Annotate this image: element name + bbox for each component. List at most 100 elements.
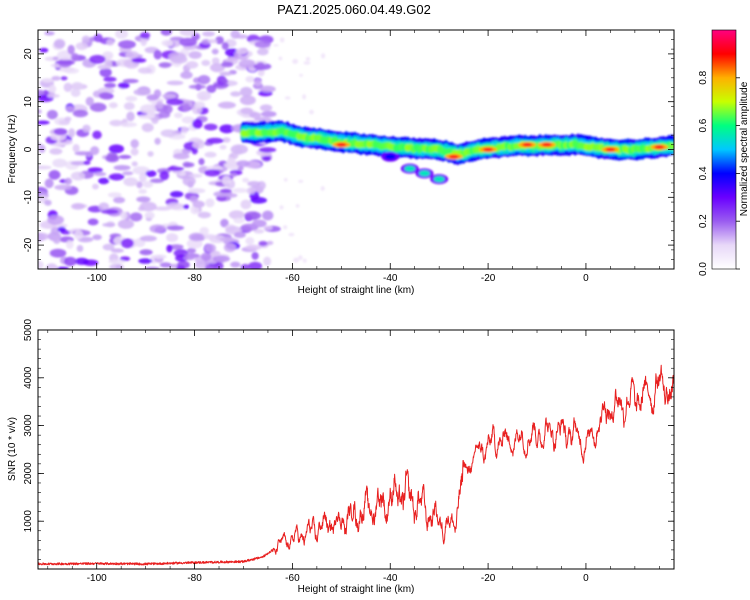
- noise-blob: [198, 158, 205, 166]
- snr-frame: [37, 329, 675, 570]
- noise-blob: [220, 218, 229, 228]
- noise-blob: [211, 48, 219, 55]
- noise-blob: [211, 57, 220, 65]
- noise-blob: [182, 102, 191, 112]
- signal-ridge: [240, 120, 674, 185]
- noise-blob: [298, 255, 303, 261]
- noise-blob: [204, 151, 217, 158]
- noise-blob: [303, 61, 311, 65]
- x-tick-label: -40: [383, 273, 398, 284]
- noise-blob: [46, 109, 58, 120]
- noise-blob: [60, 76, 68, 81]
- y-tick-label: 0: [23, 146, 34, 152]
- noise-blob: [262, 156, 271, 161]
- snr-panel: -100 -80 -60 -40 -20 0 1000 2000 3000 4000 5000 H…: [7, 318, 675, 595]
- noise-blob: [295, 204, 300, 208]
- noise-blob: [38, 109, 42, 114]
- noise-blob: [261, 111, 277, 118]
- noise-blob: [175, 254, 188, 262]
- noise-blob: [118, 154, 132, 159]
- noise-blob: [180, 126, 189, 135]
- noise-blob: [209, 63, 225, 73]
- noise-blob: [188, 84, 206, 90]
- noise-blob: [197, 74, 211, 85]
- noise-blob: [230, 172, 237, 177]
- noise-blob: [125, 50, 139, 59]
- noise-blob: [202, 31, 215, 37]
- noise-blob: [64, 177, 72, 185]
- noise-blob: [145, 170, 157, 177]
- noise-blob: [263, 225, 273, 231]
- noise-blob: [98, 177, 110, 185]
- noise-blob: [115, 30, 129, 39]
- noise-blob: [71, 203, 85, 210]
- noise-blob: [70, 171, 86, 181]
- noise-blob: [52, 158, 67, 168]
- colorbar-tick-label: 0.4: [698, 166, 709, 180]
- noise-blob: [179, 37, 197, 47]
- noise-blob: [74, 257, 89, 265]
- noise-blob: [139, 249, 153, 256]
- noise-blob: [305, 57, 311, 61]
- ridge-peak-core: [541, 142, 552, 147]
- noise-blob: [169, 191, 184, 198]
- noise-blob: [199, 227, 209, 236]
- noise-blob: [44, 31, 55, 36]
- noise-blob: [46, 93, 60, 98]
- snr-x-ticks: -100 -80 -60 -40 -20 0: [47, 330, 660, 584]
- noise-blob: [57, 226, 66, 232]
- noise-blob: [207, 39, 218, 44]
- noise-blob: [206, 84, 217, 93]
- ridge-segment: [668, 142, 674, 151]
- noise-blob: [230, 91, 242, 97]
- x-tick-label: -100: [87, 573, 107, 584]
- noise-blob: [123, 177, 139, 187]
- noise-blob: [54, 184, 73, 191]
- noise-blob: [174, 112, 183, 119]
- noise-blob: [142, 180, 154, 188]
- noise-blob: [183, 162, 195, 168]
- noise-blob: [254, 40, 271, 49]
- noise-blob: [249, 112, 262, 119]
- noise-blob: [226, 157, 236, 168]
- noise-blob: [238, 59, 256, 69]
- colorbar-label: Normalized spectral amplitude: [739, 81, 750, 216]
- noise-blob: [248, 261, 263, 269]
- noise-blob: [187, 188, 206, 194]
- noise-blob: [147, 151, 154, 157]
- noise-blob: [73, 229, 84, 240]
- noise-blob: [203, 123, 218, 131]
- noise-blob: [215, 36, 224, 45]
- noise-blob: [109, 263, 124, 269]
- noise-blob: [239, 95, 256, 106]
- noise-blob: [182, 176, 196, 187]
- noise-blob: [205, 198, 215, 208]
- noise-blob: [82, 124, 91, 133]
- noise-blob: [49, 248, 67, 258]
- ridge-peak-core: [336, 142, 347, 147]
- noise-blob: [85, 96, 94, 106]
- x-tick-label: -60: [285, 273, 300, 284]
- noise-blob: [259, 85, 276, 93]
- noise-blob: [70, 88, 81, 98]
- noise-blob: [153, 206, 172, 211]
- noise-blob: [49, 148, 63, 155]
- y-tick-label: 20: [23, 48, 34, 60]
- noise-blob: [166, 225, 185, 231]
- noise-blob: [108, 259, 126, 265]
- noise-blob: [153, 89, 162, 98]
- noise-blob: [83, 160, 91, 165]
- noise-blob: [221, 42, 229, 50]
- noise-blob: [266, 240, 274, 245]
- noise-blob: [89, 54, 106, 64]
- noise-blob: [201, 59, 211, 66]
- noise-blob: [288, 232, 295, 237]
- snr-y-ticks: 1000 2000 3000 4000 5000: [23, 318, 674, 570]
- noise-blob: [183, 255, 195, 261]
- ridge-peak-core: [448, 154, 459, 159]
- noise-blob: [247, 180, 261, 187]
- noise-blob: [102, 243, 115, 251]
- noise-blob: [138, 114, 156, 119]
- noise-blob: [158, 62, 172, 68]
